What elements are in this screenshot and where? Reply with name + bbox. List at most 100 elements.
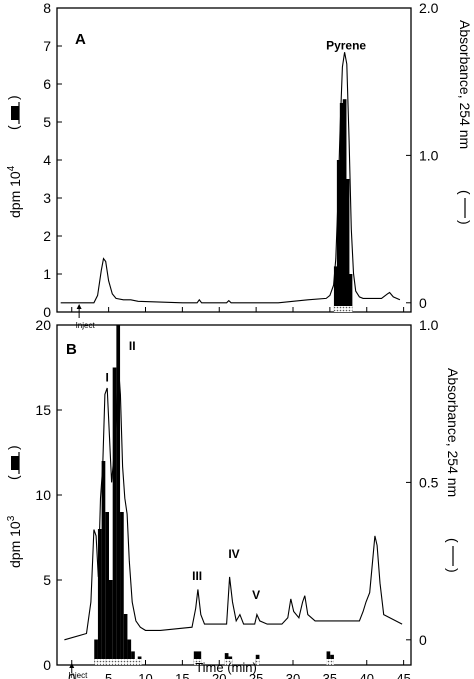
svg-text:(: ( <box>445 538 461 543</box>
panel-b-left-axis-ticks: 0 5 10 15 20 <box>35 317 62 673</box>
radioactivity-fraction-base <box>127 659 142 665</box>
radioactivity-fraction-base <box>105 659 128 665</box>
right-tick-label: 1.0 <box>419 147 439 163</box>
left-tick-label: 6 <box>43 76 51 92</box>
left-tick-label: 20 <box>35 317 51 333</box>
svg-text:): ) <box>5 445 21 450</box>
radioactivity-fraction-base <box>224 659 233 665</box>
svg-text:): ) <box>445 568 461 573</box>
radioactivity-fraction-base <box>348 306 353 312</box>
panel-b-right-label-text: Absorbance, 254 nm <box>445 368 461 497</box>
peak-annotation: I <box>105 371 108 385</box>
left-tick-label: 8 <box>43 0 51 16</box>
x-tick-label: 15 <box>175 671 189 679</box>
panel-b-radioactivity-bars <box>94 325 334 665</box>
left-tick-label: 0 <box>43 657 51 673</box>
svg-text:(: ( <box>5 125 21 130</box>
left-tick-label: 10 <box>35 487 51 503</box>
panel-a-right-axis-ticks: 0 1.0 2.0 <box>406 0 439 311</box>
radioactivity-bar <box>348 274 353 312</box>
radioactivity-bar <box>193 651 198 665</box>
svg-text:): ) <box>457 220 473 225</box>
peak-annotation: Pyrene <box>326 38 366 52</box>
panel-a-label: A <box>75 31 86 48</box>
peak-annotation: II <box>129 339 136 353</box>
peak-annotation: III <box>192 569 202 583</box>
left-tick-label: 3 <box>43 190 51 206</box>
panel-a-frame <box>56 7 412 313</box>
radioactivity-bar <box>108 580 113 665</box>
radioactivity-fraction-base <box>255 659 260 665</box>
radioactivity-fraction-base <box>326 659 334 665</box>
panel-a-radioactivity-bars <box>333 99 353 312</box>
panel-b-x-axis-label: Time (min) <box>195 660 257 675</box>
radioactivity-bar <box>336 160 341 312</box>
right-tick-label: 0 <box>419 295 427 311</box>
radioactivity-fraction-base <box>333 306 350 312</box>
radioactivity-fraction-base <box>94 659 106 665</box>
panel-a-inject-marker: Inject <box>76 304 95 330</box>
radioactivity-bar <box>120 512 124 665</box>
svg-text:dpm 103: dpm 103 <box>6 515 23 568</box>
radioactivity-bar <box>197 651 202 665</box>
right-tick-label: 1.0 <box>419 317 439 333</box>
radioactivity-bar <box>333 266 338 312</box>
peak-annotation: IV <box>228 547 239 561</box>
x-tick-label: 20 <box>212 671 226 679</box>
x-tick-label: 10 <box>138 671 152 679</box>
right-tick-label: 2.0 <box>419 0 439 16</box>
panel-b-absorbance-trace <box>64 362 403 641</box>
radioactivity-bar <box>105 512 109 665</box>
radioactivity-bar <box>116 325 121 665</box>
left-tick-label: 5 <box>43 114 51 130</box>
svg-text:(: ( <box>5 475 21 480</box>
left-tick-label: 2 <box>43 228 51 244</box>
panel-b-left-axis-label: dpm 103 ( ) <box>5 445 23 568</box>
radioactivity-fraction-base <box>193 659 202 665</box>
x-tick-label: 25 <box>249 671 263 679</box>
panel-b-left-label-text: dpm 10 <box>7 521 23 568</box>
radioactivity-bar <box>94 639 98 665</box>
panel-a-annotations: Pyrene <box>326 38 366 52</box>
x-tick-label: 5 <box>105 671 112 679</box>
left-tick-label: 5 <box>43 572 51 588</box>
radioactivity-bar <box>123 614 128 665</box>
radioactivity-bar <box>127 639 132 665</box>
left-tick-label: 7 <box>43 38 51 54</box>
peak-annotation: V <box>252 588 260 602</box>
panel-b-inject-marker: Inject <box>68 663 88 679</box>
left-tick-label: 1 <box>43 266 51 282</box>
panel-a-left-axis-label: dpm 104 ( ) <box>5 95 23 218</box>
radioactivity-bar <box>345 179 350 312</box>
panel-b-inject-label: Inject <box>68 671 88 679</box>
radioactivity-bar <box>339 103 344 312</box>
panel-b-left-label-exponent: 3 <box>6 515 17 521</box>
panel-b-label: B <box>66 341 77 358</box>
x-tick-label: 35 <box>323 671 337 679</box>
radioactivity-bar <box>131 651 135 665</box>
svg-text:(: ( <box>457 190 473 195</box>
radioactivity-bar <box>97 529 102 665</box>
panel-b-right-axis-ticks: 0 0.5 1.0 <box>406 317 439 648</box>
panel-a-absorbance-trace <box>60 52 401 304</box>
x-tick-label: 40 <box>360 671 374 679</box>
x-tick-label: 30 <box>286 671 300 679</box>
radioactivity-bar <box>342 99 347 312</box>
svg-text:): ) <box>5 95 21 100</box>
panel-a-left-axis-ticks: 0 1 2 3 4 5 6 7 8 <box>43 0 62 320</box>
radioactivity-bar <box>101 461 106 665</box>
x-tick-label: 45 <box>396 671 410 679</box>
radioactivity-bar <box>326 651 331 665</box>
panel-b-right-axis-label: Absorbance, 254 nm ( ) <box>445 368 461 573</box>
radioactivity-bar <box>112 367 117 665</box>
panel-a-left-label-text: dpm 10 <box>7 171 23 218</box>
left-tick-label: 4 <box>43 152 51 168</box>
left-tick-label: 0 <box>43 304 51 320</box>
left-tick-label: 15 <box>35 402 51 418</box>
x-tick-label: 0 <box>68 671 75 679</box>
panel-a-x-axis-ticks <box>71 307 405 312</box>
